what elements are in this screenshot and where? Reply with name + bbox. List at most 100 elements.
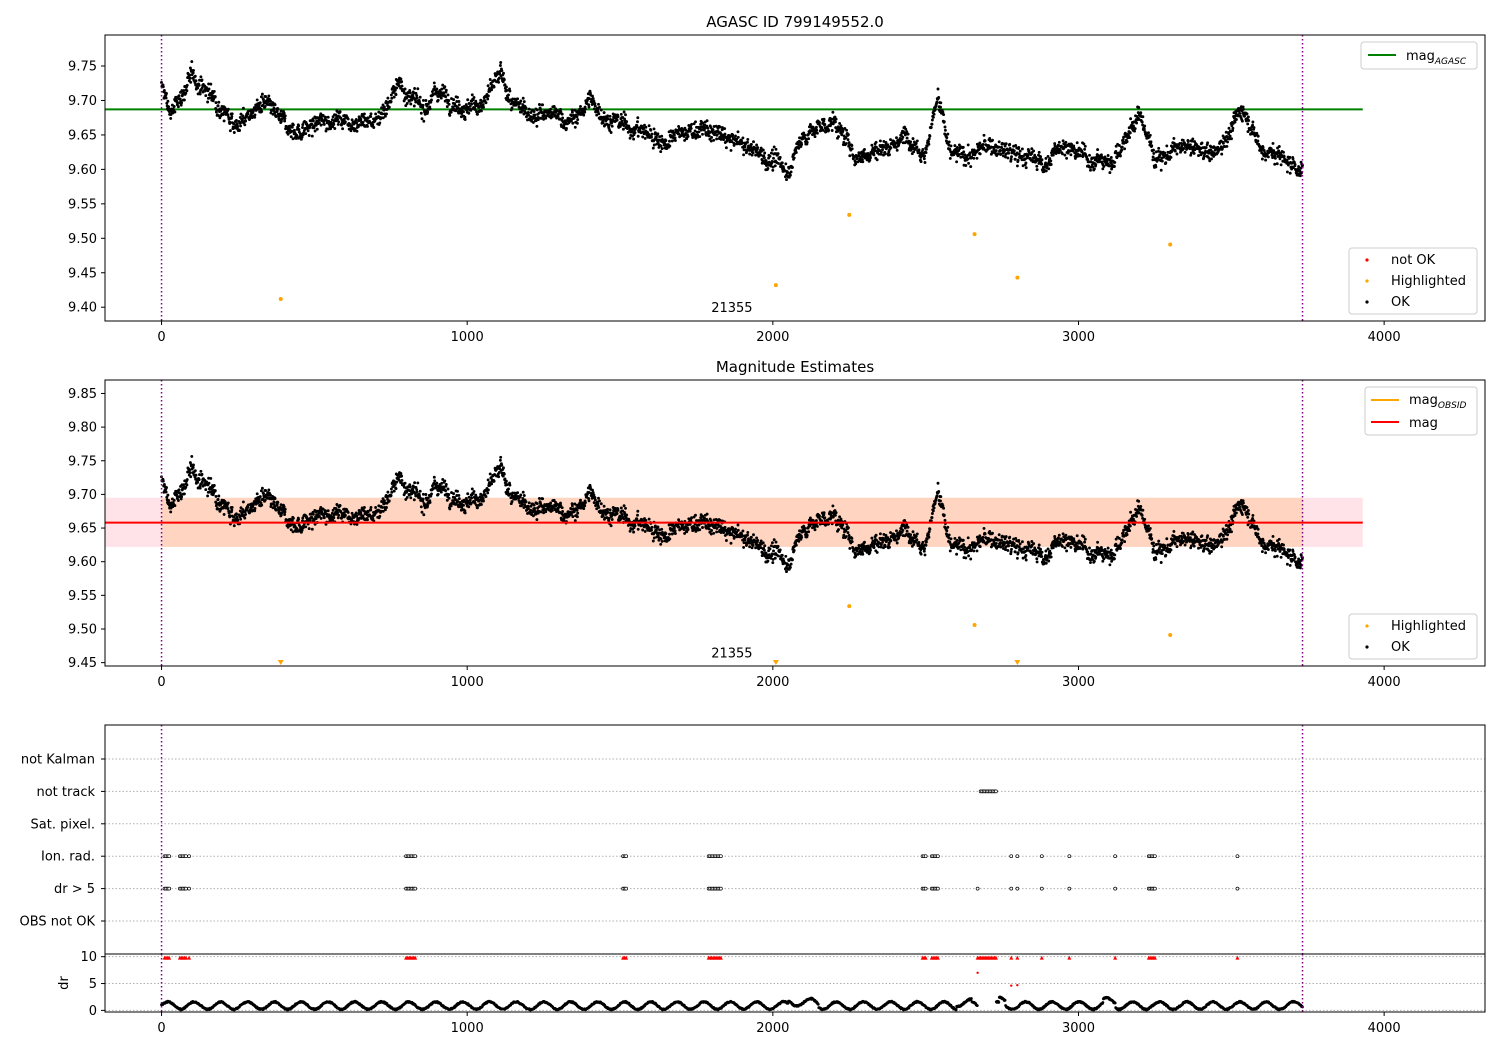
- data-point: [597, 112, 601, 116]
- data-point: [982, 133, 986, 137]
- data-point: [659, 144, 663, 148]
- data-point: [324, 115, 328, 119]
- data-point: [791, 165, 794, 169]
- data-point: [169, 510, 173, 514]
- data-point: [1142, 127, 1146, 131]
- data-point: [752, 533, 755, 537]
- data-point: [424, 493, 428, 496]
- data-point: [385, 506, 388, 509]
- data-point: [457, 103, 461, 107]
- data-point: [1026, 154, 1030, 157]
- data-point: [703, 126, 707, 130]
- data-point: [921, 148, 925, 151]
- data-point: [532, 503, 536, 507]
- data-point: [955, 146, 959, 149]
- data-point: [1183, 150, 1187, 154]
- data-point: [470, 496, 474, 500]
- data-point: [474, 493, 478, 497]
- data-point: [283, 114, 287, 118]
- data-point: [670, 139, 674, 143]
- data-point: [315, 127, 319, 131]
- data-point: [468, 104, 472, 108]
- data-point: [1143, 124, 1147, 128]
- y-tick-label: 9.70: [68, 94, 97, 109]
- data-point: [602, 504, 606, 508]
- data-point: [272, 106, 276, 110]
- data-point: [232, 122, 236, 126]
- data-point: [1024, 161, 1028, 165]
- data-point: [255, 98, 259, 102]
- data-point: [387, 499, 391, 503]
- data-point: [1172, 136, 1176, 140]
- data-point: [846, 138, 850, 142]
- data-point: [378, 514, 382, 518]
- data-point: [403, 87, 407, 91]
- data-point: [694, 120, 697, 124]
- data-point: [889, 146, 893, 150]
- data-point: [185, 483, 189, 487]
- data-point: [412, 104, 416, 108]
- data-point: [672, 526, 676, 530]
- data-point: [597, 505, 601, 509]
- data-point: [498, 458, 502, 462]
- data-point: [470, 487, 474, 491]
- data-point: [276, 107, 280, 111]
- data-point: [1108, 171, 1112, 175]
- data-point: [778, 155, 782, 159]
- data-point: [324, 509, 328, 513]
- data-point: [200, 86, 204, 90]
- data-point: [889, 138, 892, 142]
- data-point: [1291, 157, 1295, 161]
- data-point: [222, 119, 226, 123]
- data-point: [1035, 164, 1039, 168]
- data-point: [264, 95, 268, 98]
- data-point: [1282, 154, 1286, 158]
- data-point: [253, 113, 257, 117]
- data-point: [656, 141, 660, 145]
- data-point: [457, 100, 461, 103]
- data-point: [664, 142, 668, 146]
- data-point: [997, 145, 1001, 149]
- data-point: [499, 61, 503, 64]
- data-point: [1047, 167, 1051, 171]
- data-point: [1200, 141, 1204, 145]
- data-point: [885, 145, 889, 149]
- data-point: [800, 143, 804, 146]
- data-point: [651, 146, 655, 150]
- data-point: [709, 126, 713, 129]
- data-point: [337, 120, 341, 124]
- data-point: [300, 135, 304, 139]
- data-point: [204, 94, 208, 98]
- data-point: [1035, 168, 1039, 172]
- data-point: [374, 112, 378, 116]
- data-point: [366, 124, 369, 128]
- data-point: [583, 504, 587, 508]
- data-point: [486, 488, 490, 492]
- data-point: [883, 152, 887, 156]
- data-point: [736, 130, 740, 134]
- data-point: [942, 120, 946, 124]
- data-point: [432, 81, 436, 85]
- data-point: [193, 469, 197, 473]
- data-point: [1007, 151, 1011, 155]
- top-legend-not-ok-swatch: [1365, 258, 1369, 262]
- data-point: [618, 121, 622, 125]
- data-point: [660, 527, 664, 531]
- data-point: [355, 121, 359, 125]
- data-point: [447, 102, 451, 106]
- data-point: [162, 483, 166, 486]
- data-point: [736, 135, 740, 139]
- data-point: [446, 487, 450, 491]
- data-point: [673, 529, 677, 533]
- data-point: [1234, 118, 1238, 121]
- data-point: [454, 109, 458, 113]
- data-point: [722, 138, 726, 142]
- data-point: [166, 493, 170, 497]
- data-point: [647, 517, 651, 521]
- data-point: [1240, 119, 1244, 123]
- top-legend-upper: magAGASC: [1360, 41, 1478, 70]
- data-point: [329, 122, 333, 126]
- data-point: [230, 505, 234, 509]
- data-point: [413, 481, 417, 485]
- data-point: [194, 79, 198, 83]
